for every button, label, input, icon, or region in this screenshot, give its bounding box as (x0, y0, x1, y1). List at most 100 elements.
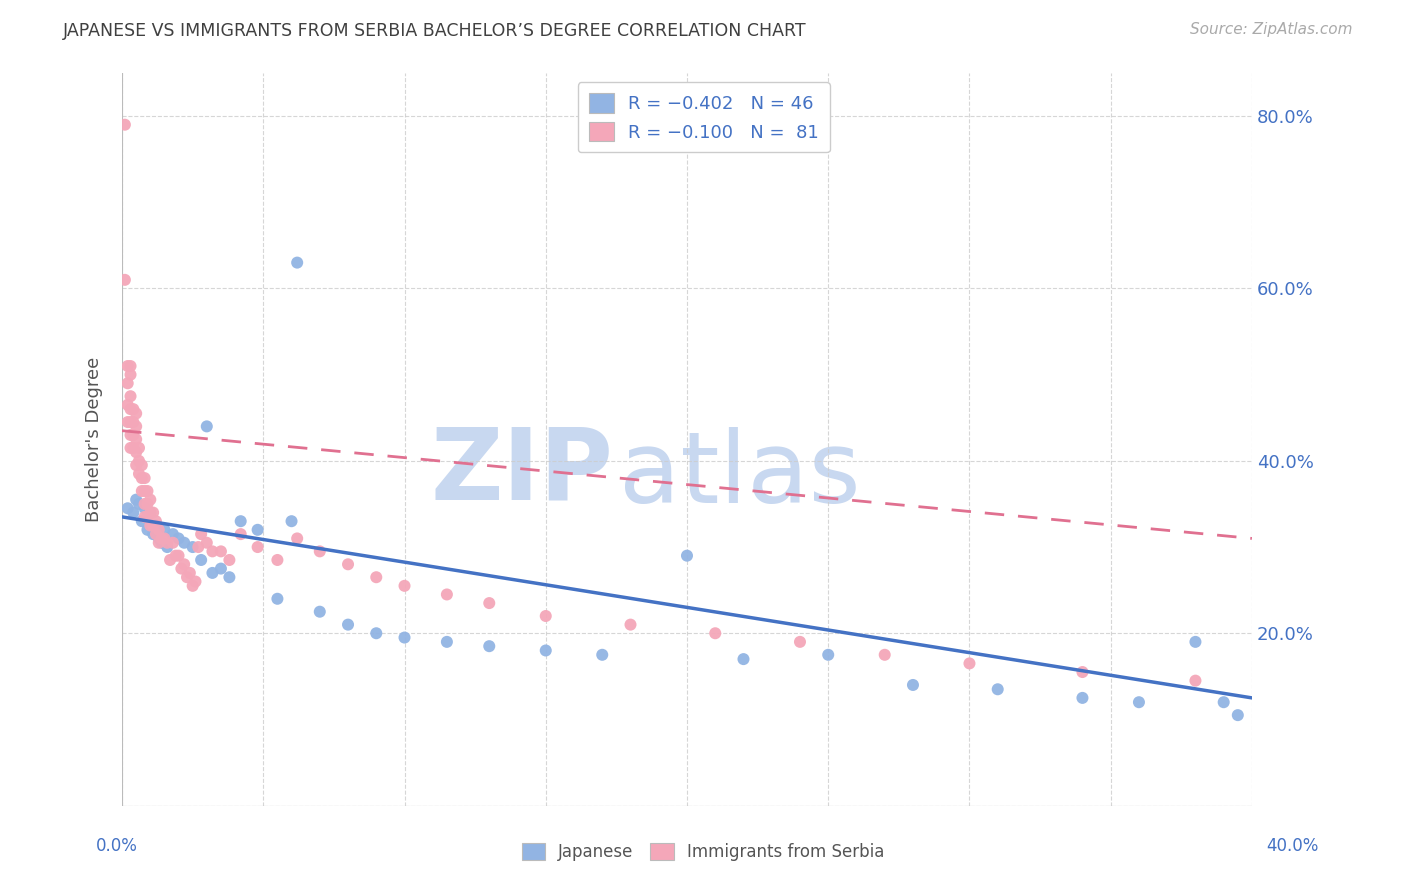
Point (148, 523, 170, 537)
Point (201, 566, 224, 580)
Point (120, 428, 142, 442)
Point (125, 492, 148, 507)
Point (142, 506, 165, 520)
Point (394, 631, 416, 645)
Point (125, 419, 148, 434)
Point (122, 441, 145, 455)
Point (136, 509, 159, 524)
Point (122, 428, 145, 442)
Point (987, 682, 1010, 697)
Point (153, 523, 176, 537)
Point (1212, 695, 1234, 709)
Point (128, 497, 150, 511)
Point (478, 639, 501, 653)
Point (181, 540, 204, 554)
Point (167, 549, 190, 563)
Point (591, 648, 613, 662)
Point (308, 605, 330, 619)
Text: atlas: atlas (619, 427, 860, 524)
Point (128, 454, 150, 468)
Point (534, 609, 557, 624)
Point (114, 118, 136, 132)
Point (619, 617, 641, 632)
Point (117, 398, 139, 412)
Point (122, 402, 145, 417)
Point (366, 626, 388, 640)
Point (959, 657, 981, 671)
Point (134, 471, 156, 485)
Point (817, 648, 839, 662)
Point (134, 483, 156, 498)
Point (120, 359, 142, 373)
Point (117, 415, 139, 429)
Point (733, 652, 755, 666)
Point (131, 514, 153, 528)
Point (1226, 708, 1249, 723)
Point (150, 532, 173, 546)
Legend: R = −0.402   N = 46, R = −0.100   N =  81: R = −0.402 N = 46, R = −0.100 N = 81 (578, 82, 830, 153)
Point (901, 678, 924, 692)
Point (190, 527, 212, 541)
Point (120, 441, 142, 455)
Point (145, 518, 167, 533)
Point (134, 501, 156, 516)
Point (125, 407, 148, 421)
Point (131, 483, 153, 498)
Point (131, 471, 153, 485)
Point (125, 445, 148, 459)
Point (190, 553, 212, 567)
Point (136, 483, 159, 498)
Point (117, 376, 139, 391)
Point (156, 535, 179, 549)
Point (436, 635, 458, 649)
Point (266, 591, 288, 606)
Point (285, 532, 308, 546)
Point (1071, 665, 1094, 679)
Point (246, 540, 269, 554)
Point (150, 535, 173, 549)
Text: 0.0%: 0.0% (96, 837, 138, 855)
Point (134, 497, 156, 511)
Point (148, 535, 170, 549)
Point (120, 415, 142, 429)
Point (131, 458, 153, 472)
Point (173, 558, 195, 572)
Point (246, 523, 269, 537)
Point (308, 544, 330, 558)
Point (134, 509, 156, 524)
Point (209, 561, 232, 575)
Point (337, 558, 360, 572)
Point (1184, 673, 1206, 688)
Point (139, 518, 162, 533)
Point (159, 553, 181, 567)
Point (179, 566, 201, 580)
Point (165, 549, 187, 563)
Point (280, 514, 302, 528)
Text: JAPANESE VS IMMIGRANTS FROM SERBIA BACHELOR’S DEGREE CORRELATION CHART: JAPANESE VS IMMIGRANTS FROM SERBIA BACHE… (63, 22, 807, 40)
Point (122, 415, 145, 429)
Point (201, 544, 224, 558)
Point (676, 549, 699, 563)
Point (195, 419, 218, 434)
Point (173, 535, 195, 549)
Point (136, 523, 159, 537)
Point (139, 506, 162, 520)
Text: ZIP: ZIP (430, 424, 613, 521)
Point (209, 544, 232, 558)
Point (139, 506, 162, 520)
Point (156, 540, 179, 554)
Point (229, 527, 252, 541)
Point (139, 492, 162, 507)
Point (394, 579, 416, 593)
Point (120, 402, 142, 417)
Point (195, 535, 218, 549)
Text: Source: ZipAtlas.com: Source: ZipAtlas.com (1189, 22, 1353, 37)
Point (162, 535, 184, 549)
Point (1184, 635, 1206, 649)
Point (218, 553, 240, 567)
Point (167, 532, 190, 546)
Point (117, 359, 139, 373)
Point (436, 587, 458, 601)
Point (366, 570, 388, 584)
Text: 40.0%: 40.0% (1267, 837, 1319, 855)
